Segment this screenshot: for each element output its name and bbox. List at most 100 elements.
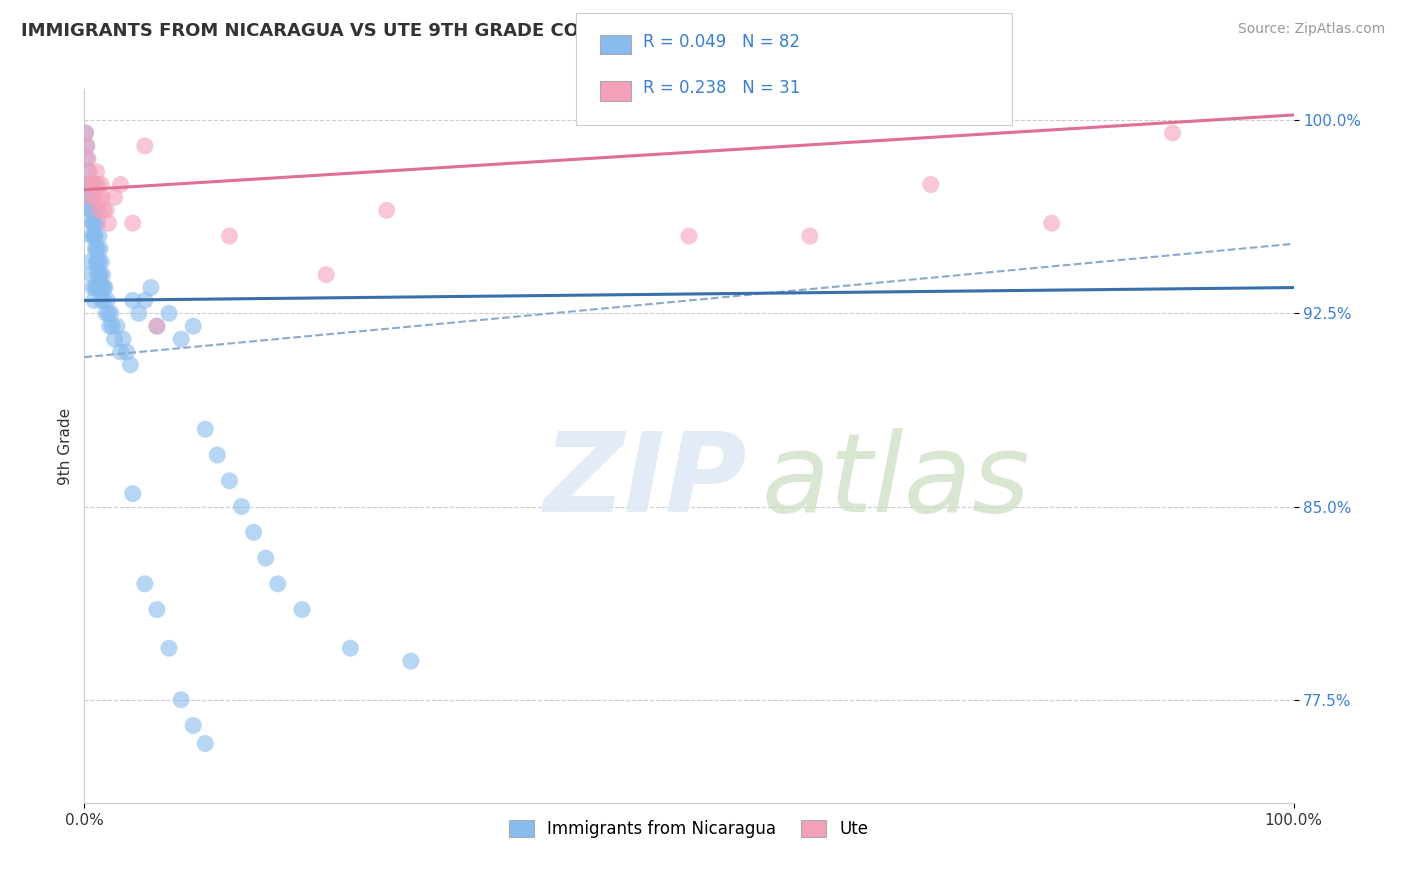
Point [128, 306, 150, 320]
Point [98, 319, 121, 334]
Point [82, 280, 104, 294]
Point [86, 280, 108, 294]
Point [80, 190, 103, 204]
Point [80, 190, 103, 204]
Point [678, 229, 700, 244]
Point [82, 178, 104, 192]
Point [77, 178, 100, 192]
Point [86, 178, 108, 192]
Point [77, 164, 100, 178]
Point [82, 216, 104, 230]
Point [77, 164, 100, 178]
Point [242, 525, 264, 540]
Point [96, 293, 118, 308]
Point [83, 229, 105, 244]
Point [89, 268, 111, 282]
Point [93, 280, 115, 294]
Point [83, 229, 105, 244]
Text: IMMIGRANTS FROM NICARAGUA VS UTE 9TH GRADE CORRELATION CHART: IMMIGRANTS FROM NICARAGUA VS UTE 9TH GRA… [21, 22, 766, 40]
Point [194, 737, 217, 751]
Point [87, 203, 110, 218]
Point [89, 190, 111, 204]
Point [207, 448, 229, 462]
Text: R = 0.049   N = 82: R = 0.049 N = 82 [643, 33, 800, 51]
Point [80, 229, 103, 244]
Point [87, 280, 110, 294]
Point [80, 268, 103, 282]
Point [121, 293, 143, 308]
Point [94, 306, 117, 320]
Point [218, 229, 240, 244]
Point [104, 332, 127, 346]
Point [84, 229, 107, 244]
Point [194, 422, 217, 436]
Point [157, 641, 180, 656]
Point [112, 332, 135, 346]
Point [77, 190, 100, 204]
Text: Source: ZipAtlas.com: Source: ZipAtlas.com [1237, 22, 1385, 37]
Text: atlas: atlas [762, 428, 1031, 535]
Point [121, 486, 143, 500]
Point [91, 190, 114, 204]
Point [77, 178, 100, 192]
Point [83, 216, 105, 230]
Point [75, 126, 97, 140]
Point [134, 139, 156, 153]
Point [101, 319, 124, 334]
Point [79, 178, 101, 192]
Point [84, 242, 107, 256]
Point [399, 654, 422, 668]
Point [799, 229, 821, 244]
Point [254, 551, 277, 566]
Point [315, 268, 337, 282]
Point [1161, 126, 1184, 140]
Point [267, 577, 290, 591]
Point [86, 268, 108, 282]
Point [105, 319, 128, 334]
Text: R = 0.238   N = 31: R = 0.238 N = 31 [643, 79, 800, 97]
Point [90, 293, 112, 308]
Point [97, 216, 120, 230]
Point [181, 718, 204, 732]
Point [86, 216, 108, 230]
Point [97, 306, 120, 320]
Point [146, 602, 169, 616]
Point [86, 242, 108, 256]
Point [91, 280, 114, 294]
Point [134, 293, 156, 308]
Point [75, 126, 97, 140]
Point [115, 345, 138, 359]
Text: ZIP: ZIP [544, 428, 748, 535]
Point [291, 602, 314, 616]
Point [77, 190, 100, 204]
Point [139, 280, 162, 294]
Point [339, 641, 361, 656]
Point [77, 152, 100, 166]
Point [104, 190, 127, 204]
Point [82, 203, 104, 218]
Point [100, 306, 122, 320]
Point [1040, 216, 1063, 230]
Point [181, 319, 204, 334]
Point [80, 178, 103, 192]
Point [83, 293, 105, 308]
Y-axis label: 9th Grade: 9th Grade [58, 408, 73, 484]
Point [375, 203, 398, 218]
Point [157, 306, 180, 320]
Point [86, 242, 108, 256]
Point [93, 203, 115, 218]
Point [82, 216, 104, 230]
Point [110, 178, 132, 192]
Point [146, 319, 169, 334]
Point [84, 280, 107, 294]
Point [89, 280, 111, 294]
Point [94, 203, 117, 218]
Point [110, 345, 132, 359]
Point [89, 242, 111, 256]
Point [134, 577, 156, 591]
Point [79, 190, 101, 204]
Point [84, 216, 107, 230]
Point [83, 190, 105, 204]
Point [87, 268, 110, 282]
Point [170, 332, 193, 346]
